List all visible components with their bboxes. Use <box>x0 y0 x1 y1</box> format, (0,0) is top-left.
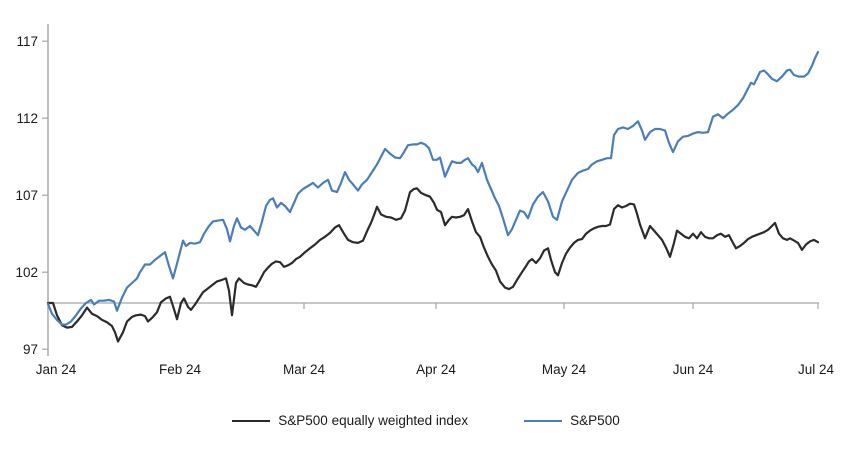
x-axis-tick-label: Apr 24 <box>416 362 456 377</box>
y-axis-tick-label: 112 <box>16 111 38 126</box>
legend-item-sp500-equal-weight: S&P500 equally weighted index <box>232 413 468 428</box>
legend-label-sp500: S&P500 <box>570 413 620 428</box>
y-axis-tick-label: 107 <box>15 188 38 203</box>
x-axis-tick-label: Jan 24 <box>36 362 77 377</box>
legend-item-sp500: S&P500 <box>524 413 620 428</box>
x-axis-tick-label: Mar 24 <box>283 362 326 377</box>
series-line-sp500-equal-weight <box>46 187 820 343</box>
x-axis-tick-label: Feb 24 <box>159 362 202 377</box>
series-line-sp500 <box>46 50 820 326</box>
y-axis-tick-label: 97 <box>23 342 38 357</box>
legend-line-black-icon <box>232 419 271 422</box>
legend-line-blue-icon <box>524 419 563 422</box>
x-axis-tick-label: Jun 24 <box>673 362 714 377</box>
x-axis-tick-label: May 24 <box>542 362 587 377</box>
y-axis-tick-label: 102 <box>15 265 38 280</box>
legend-label-sp500-equal-weight: S&P500 equally weighted index <box>278 413 469 428</box>
y-axis-tick-label: 117 <box>16 34 38 49</box>
x-axis-tick-label: Jul 24 <box>798 362 835 377</box>
chart-legend: S&P500 equally weighted index S&P500 <box>0 413 852 428</box>
